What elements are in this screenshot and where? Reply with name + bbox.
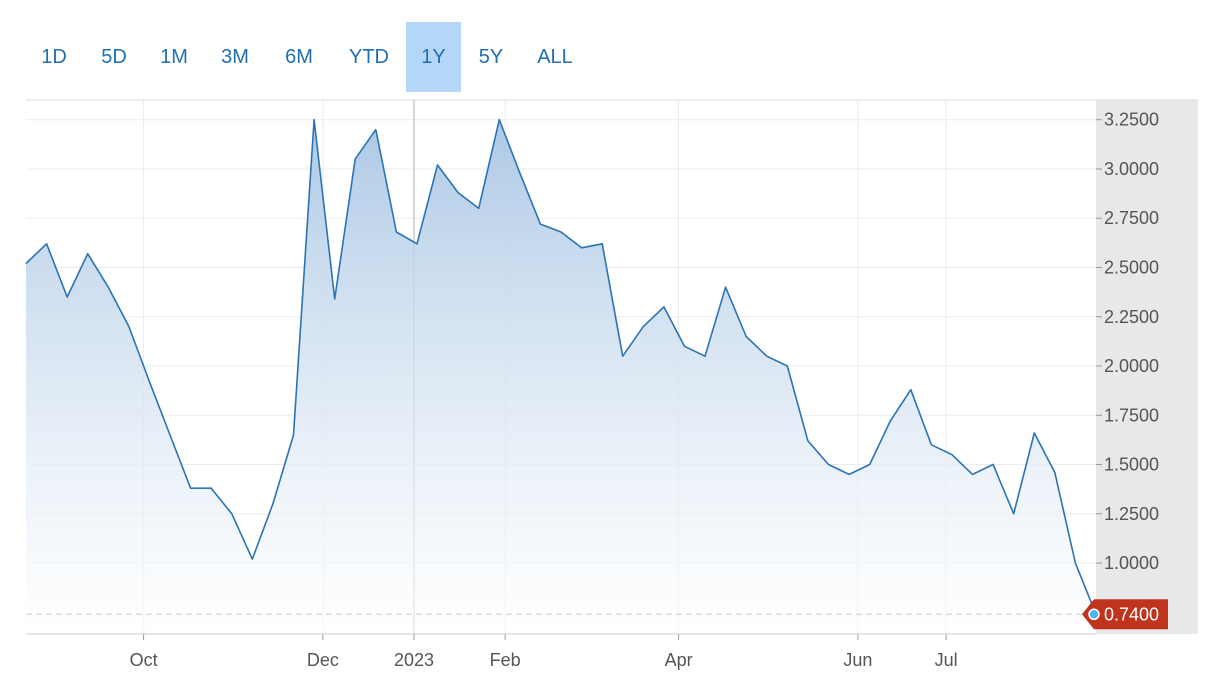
y-tick-label: 2.0000 [1104, 356, 1159, 376]
y-axis-panel [1096, 100, 1198, 634]
x-tick-label: Apr [665, 650, 693, 670]
range-button-all[interactable]: ALL [537, 46, 573, 68]
range-button-5y[interactable]: 5Y [478, 46, 504, 68]
x-tick-label: Dec [307, 650, 339, 670]
price-line [25, 118, 1097, 615]
range-button-3m[interactable]: 3M [221, 46, 249, 68]
range-button-1d[interactable]: 1D [41, 46, 67, 68]
x-tick-label: Jul [935, 650, 958, 670]
y-tick-label: 1.0000 [1104, 553, 1159, 573]
x-tick-label: Jun [843, 650, 872, 670]
y-tick-label: 3.0000 [1104, 159, 1159, 179]
y-tick-label: 1.5000 [1104, 455, 1159, 475]
last-price-label: 0.7400 [1104, 604, 1159, 624]
last-price-flag [1082, 599, 1168, 630]
y-tick-label: 3.2500 [1104, 110, 1159, 130]
x-tick-label: Feb [490, 650, 521, 670]
range-button-ytd[interactable]: YTD [349, 46, 389, 68]
y-tick-label: 1.7500 [1104, 405, 1159, 425]
y-tick-label: 2.2500 [1104, 307, 1159, 327]
y-tick-label: 1.2500 [1104, 504, 1159, 524]
range-button-5d[interactable]: 5D [101, 46, 127, 68]
x-tick-label: 2023 [394, 650, 434, 670]
x-tick-label: Oct [130, 650, 158, 670]
range-button-6m[interactable]: 6M [285, 46, 313, 68]
y-tick-label: 2.7500 [1104, 208, 1159, 228]
range-button-1m[interactable]: 1M [160, 46, 188, 68]
y-tick-label: 2.5000 [1104, 257, 1159, 277]
last-price-dot [1088, 608, 1100, 621]
range-button-1y[interactable]: 1Y [406, 22, 461, 92]
price-area [26, 119, 1096, 634]
